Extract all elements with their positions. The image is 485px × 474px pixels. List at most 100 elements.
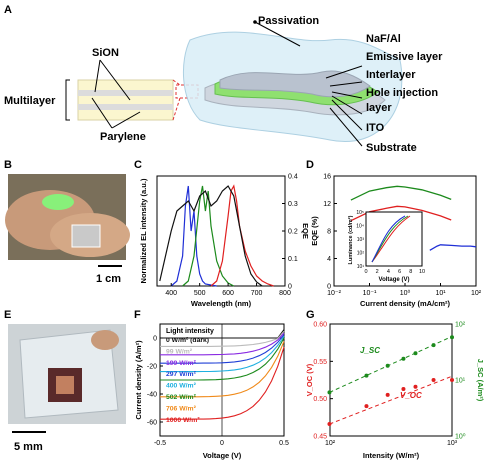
chart-f-legend-item-3: 297 W/m² bbox=[166, 371, 197, 378]
inset-xtick-label-3: 6 bbox=[398, 269, 401, 275]
label-hil: Hole injection bbox=[366, 87, 438, 99]
panel-g-letter: G bbox=[306, 309, 315, 321]
chart-d-line-0 bbox=[350, 185, 452, 201]
chart-f-legend-item-7: 1000 W/m² bbox=[166, 417, 200, 424]
panel-a: A Multilayer SiON Parylene bbox=[4, 4, 443, 154]
inset-ylabel: Luminance (cd/m²) bbox=[347, 215, 354, 264]
chart-c-line-3 bbox=[159, 185, 263, 287]
inset-xtick-label-2: 4 bbox=[387, 269, 390, 275]
chart-f-legend-item-5: 502 W/m² bbox=[166, 394, 197, 401]
chart-g-xlabel: Intensity (W/m²) bbox=[363, 451, 420, 460]
panel-e: E 5 mm bbox=[4, 309, 126, 453]
chart-f-line-0 bbox=[160, 329, 285, 339]
inset-photo bbox=[71, 224, 101, 248]
chart-d-ytick-label-2: 8 bbox=[327, 229, 331, 236]
label-ito: ITO bbox=[366, 122, 385, 134]
chart-g-xtick-label-1: 10³ bbox=[447, 440, 458, 447]
panel-f: F -0.5 0 0.5 0 -20 -40 -60 Light intensity 0 W… bbox=[134, 309, 289, 460]
chart-f-legend-item-1: 99 W/m² bbox=[166, 348, 193, 355]
voc-fit bbox=[329, 375, 453, 425]
leader-substrate bbox=[329, 107, 363, 147]
chart-f-legend-item-6: 706 W/m² bbox=[166, 405, 197, 412]
annotation-voc: V_OC bbox=[400, 391, 422, 400]
panel-a-letter: A bbox=[4, 4, 12, 16]
chart-f-legend: 0 W/m² (dark) 99 W/m² 199 W/m² 297 W/m² 400 … bbox=[166, 337, 209, 424]
inset-xlabel: Voltage (V) bbox=[379, 277, 410, 283]
leader-naf bbox=[325, 65, 363, 79]
chart-g-ylabel: V_OC (V) bbox=[305, 363, 314, 396]
chart-f-legend-item-0: 0 W/m² (dark) bbox=[166, 337, 209, 344]
chart-f-legend-item-2: 199 W/m² bbox=[166, 360, 197, 367]
chart-g-xtick-label-0: 10² bbox=[325, 440, 336, 447]
voc-point-5 bbox=[431, 378, 436, 382]
sion-label: SiON bbox=[92, 47, 119, 59]
chart-g-ytick-r-label-0: 10⁰ bbox=[455, 433, 466, 441]
leader-ito bbox=[331, 99, 363, 131]
chart-c-xtick-label-2: 600 bbox=[222, 290, 234, 297]
chart-c-series bbox=[159, 184, 274, 287]
label-naf: NaF/Al bbox=[366, 33, 401, 45]
sion-layer-2 bbox=[78, 104, 173, 110]
scale-label-e: 5 mm bbox=[14, 441, 43, 453]
chart-c-xtick-label-3: 700 bbox=[251, 290, 263, 297]
chart-d-ylabel: EQE (%) bbox=[310, 216, 319, 246]
chart-d-series bbox=[350, 185, 477, 251]
panel-d: D 10⁻² 10⁻¹ 10⁰ 10¹ 10² 0 4 8 12 16 Current densi… bbox=[306, 159, 482, 308]
chart-f-line-5 bbox=[160, 337, 285, 381]
chart-f-line-1 bbox=[160, 330, 285, 347]
chart-f-xtick-label-1: 0 bbox=[220, 440, 224, 447]
chart-f-ytick-label-3: -60 bbox=[147, 420, 157, 427]
chart-f-xtick-label-2: 0.5 bbox=[279, 440, 289, 447]
multilayer-label: Multilayer bbox=[4, 95, 56, 107]
chart-c-line-2 bbox=[210, 184, 274, 287]
panel-e-letter: E bbox=[4, 309, 11, 321]
inset-ytick-label-3: 10⁴ bbox=[356, 224, 364, 230]
chart-c-xlabel: Wavelength (nm) bbox=[191, 299, 252, 308]
finger-e bbox=[91, 330, 119, 350]
voc-point-1 bbox=[364, 404, 369, 409]
jsc-fit bbox=[329, 335, 453, 393]
chart-c-xtick-label-4: 800 bbox=[279, 290, 291, 297]
chart-g-ytick-r-label-2: 10² bbox=[455, 322, 466, 329]
chart-d-ytick-label-0: 0 bbox=[327, 284, 331, 291]
chart-d-xtick-label-4: 10² bbox=[471, 290, 482, 297]
multilayer-stack bbox=[65, 59, 199, 129]
jsc-point-1 bbox=[364, 373, 369, 378]
chart-d-xtick-label-1: 10⁻¹ bbox=[363, 290, 377, 297]
voc-point-4 bbox=[413, 384, 418, 389]
inset-ytick-label-2: 10³ bbox=[357, 237, 365, 243]
label-substrate: Substrate bbox=[366, 142, 417, 154]
chart-f-line-6 bbox=[160, 341, 285, 398]
chart-f-legend-item-4: 400 W/m² bbox=[166, 383, 197, 390]
chart-f-ticks: -0.5 0 0.5 0 -20 -40 -60 bbox=[147, 336, 289, 448]
label-emissive: Emissive layer bbox=[366, 51, 443, 63]
chart-f-xlabel: Voltage (V) bbox=[203, 451, 242, 460]
chart-c-ytick-r-label-2: 0.2 bbox=[288, 229, 298, 236]
jsc-point-3 bbox=[401, 356, 406, 361]
panel-b-letter: B bbox=[4, 159, 12, 171]
sion-layer bbox=[78, 90, 173, 96]
zoom-leader bbox=[172, 79, 181, 86]
chart-g-ytick-label-3: 0.60 bbox=[313, 322, 327, 329]
panel-b: B 1 cm bbox=[4, 159, 130, 285]
chart-d-ytick-label-3: 12 bbox=[323, 201, 331, 208]
green-glow bbox=[42, 194, 74, 210]
leader-interlayer bbox=[331, 91, 363, 99]
chart-d-ytick-label-4: 16 bbox=[323, 174, 331, 181]
chart-c-ytick-r-label-3: 0.3 bbox=[288, 201, 298, 208]
inset-blue bbox=[371, 215, 406, 263]
chart-c-line-1 bbox=[182, 185, 235, 287]
inset-xtick-label-0: 0 bbox=[364, 269, 367, 275]
inset-ytick-label-0: 10¹ bbox=[357, 264, 365, 270]
sion-leader-2 bbox=[99, 59, 131, 101]
chart-g-ytick-label-0: 0.45 bbox=[313, 434, 327, 441]
device-active-area bbox=[56, 376, 74, 394]
chart-d-xlabel: Current density (mA/cm²) bbox=[360, 299, 451, 308]
interlayer-shape bbox=[219, 70, 371, 98]
chart-d-line-2 bbox=[429, 244, 477, 251]
inset-xtick-label-4: 8 bbox=[409, 269, 412, 275]
chart-d-xtick-label-3: 10¹ bbox=[435, 290, 446, 297]
parylene-leader bbox=[91, 97, 113, 129]
